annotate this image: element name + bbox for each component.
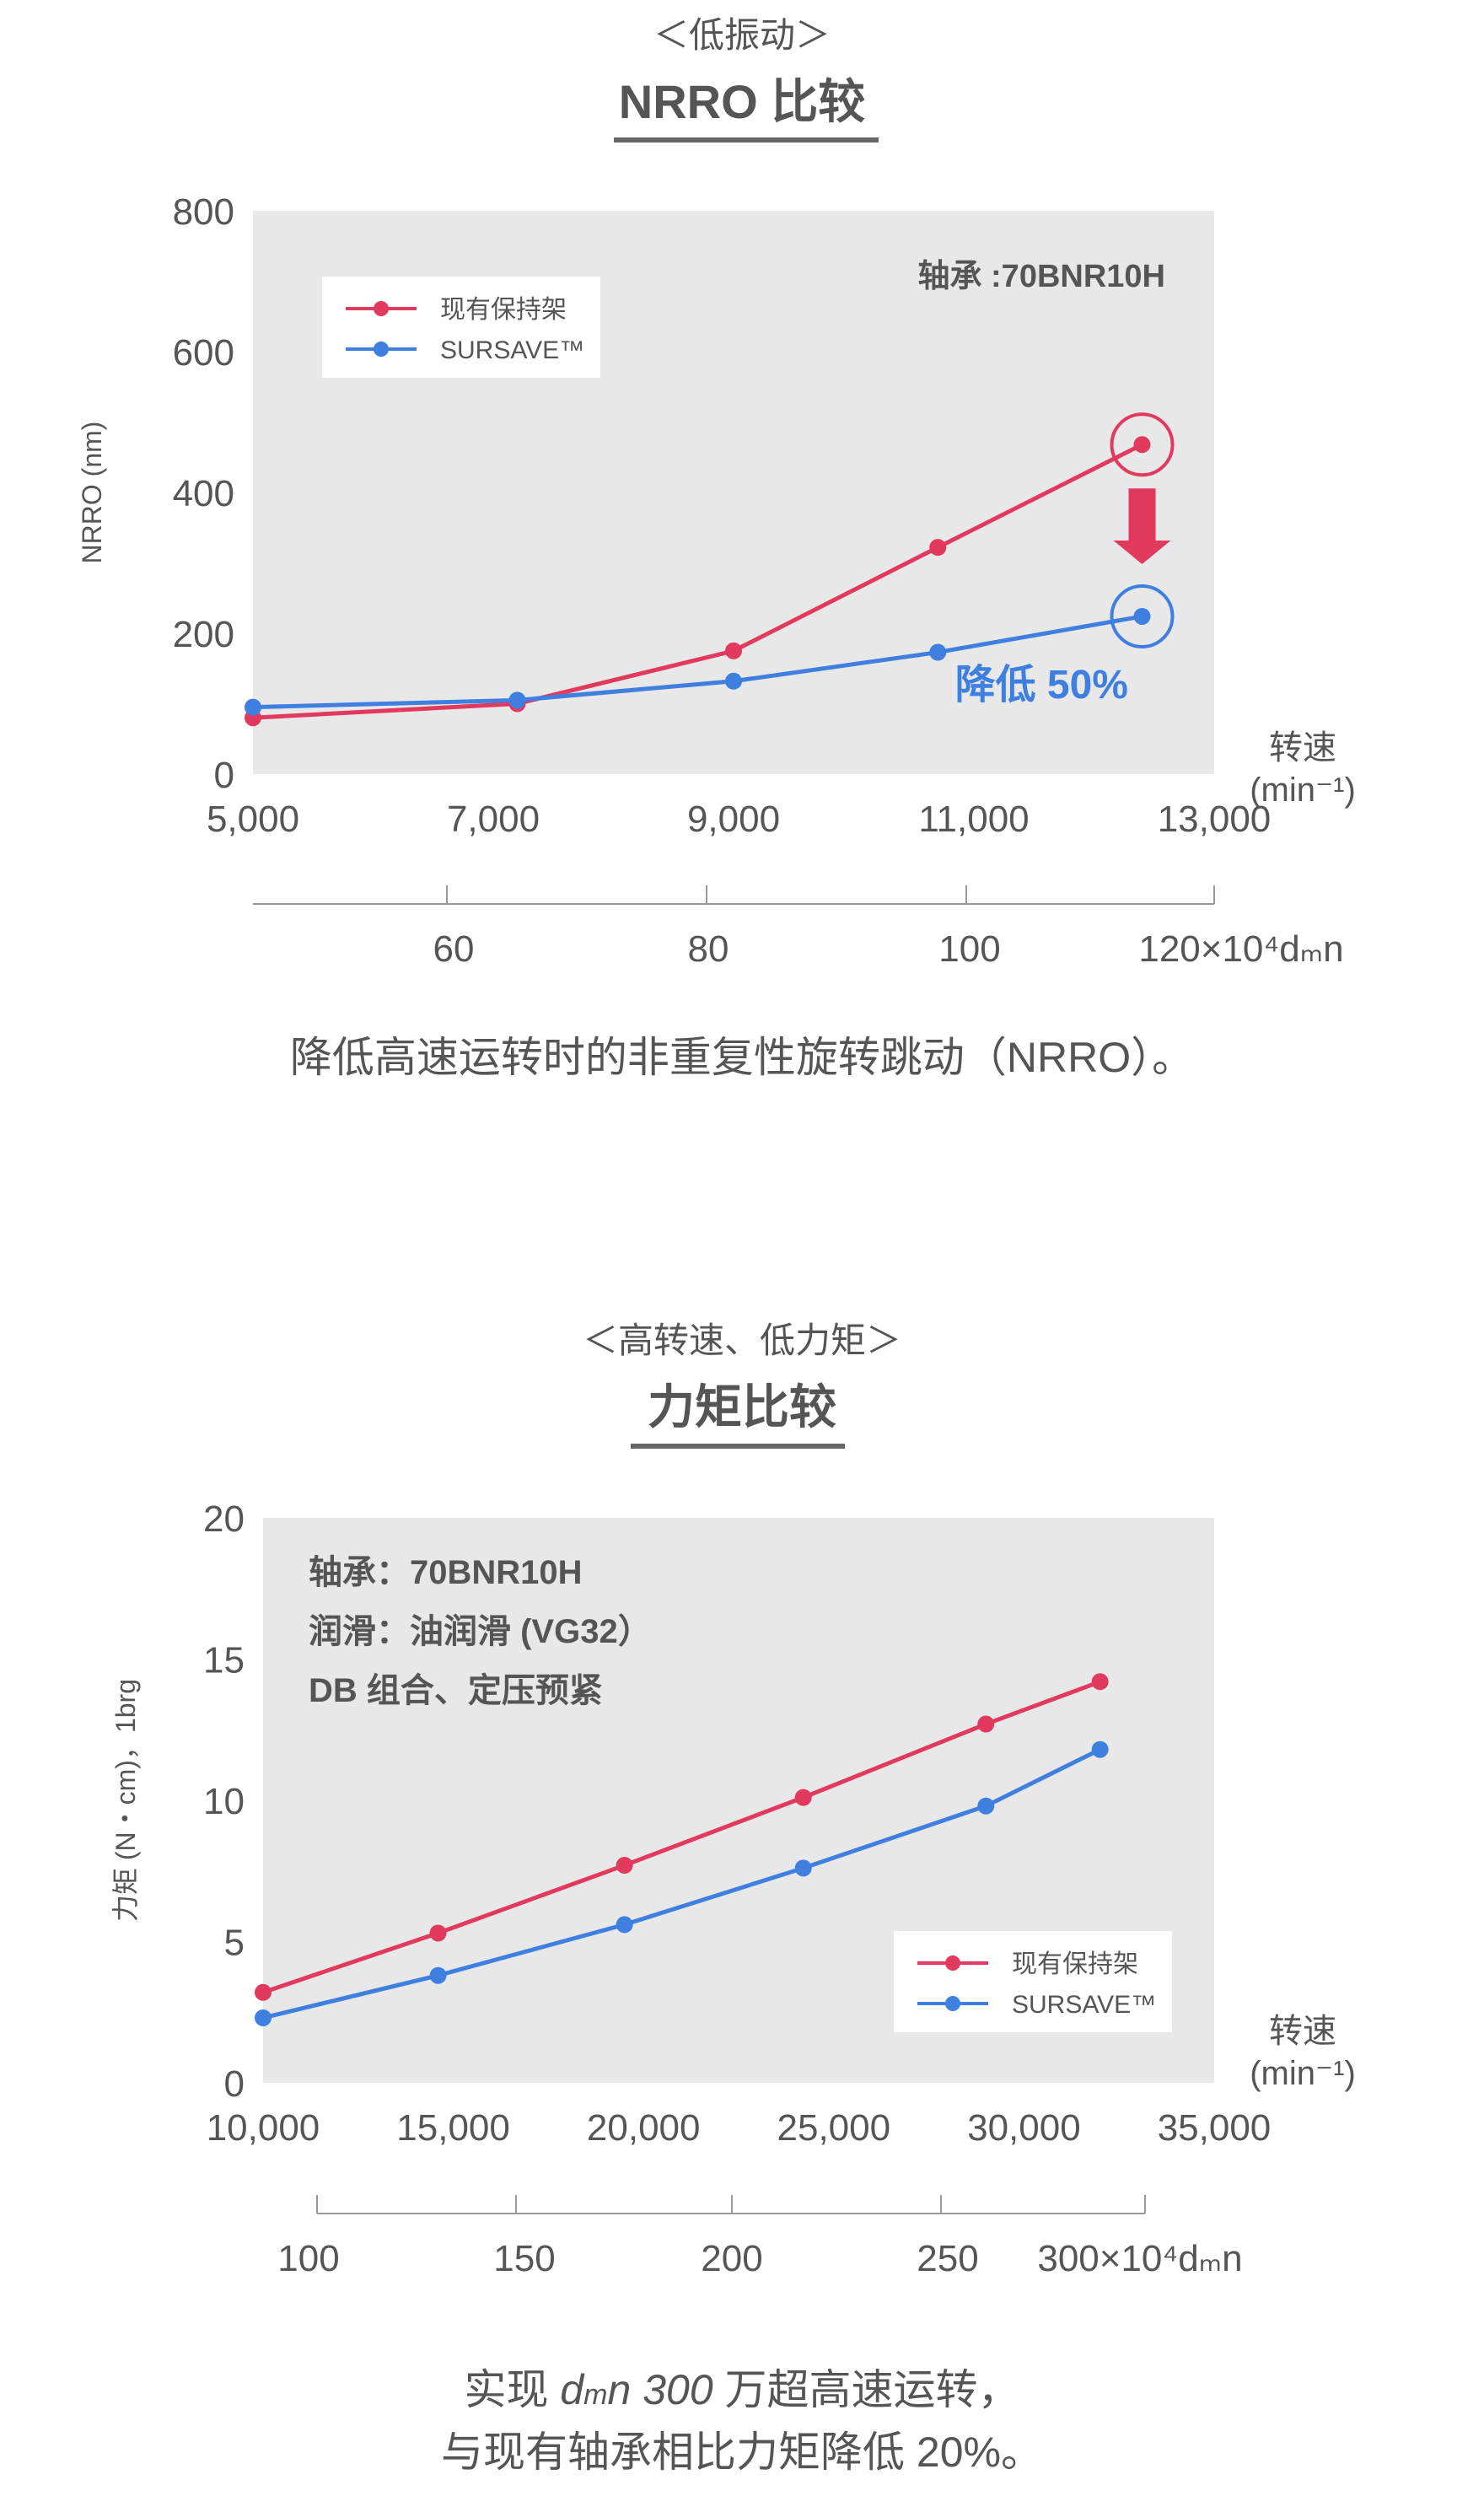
legend-label: SURSAVE™: [440, 336, 584, 364]
legend-swatch-marker: [374, 342, 389, 357]
reduction-label: 降低 50%: [955, 663, 1128, 707]
data-point-existing: [1133, 436, 1151, 454]
y-tick-label: 0: [214, 755, 234, 796]
x-tick-label: 35,000: [1158, 2107, 1272, 2149]
secondary-axis-tick-label: 150: [493, 2238, 555, 2279]
y-tick-label: 200: [173, 614, 234, 655]
y-axis-label: NRRO (nm): [77, 422, 107, 564]
bearing-annotation-line: DB 组合、定压预紧: [309, 1672, 603, 1709]
data-point-sursave: [508, 691, 526, 709]
section2-caption-line2: 与现有轴承相比力矩降低 20%。: [441, 2429, 1043, 2476]
data-point-sursave: [245, 698, 261, 716]
x-tick-label: 10,000: [207, 2107, 320, 2149]
section2-subtitle: ＜高转速、低力矩＞: [582, 1321, 901, 1360]
y-axis-label: 力矩 (N・cm)，1brg: [110, 1679, 141, 1922]
x-tick-label: 30,000: [967, 2107, 1081, 2149]
data-point-existing: [929, 539, 947, 557]
data-point-sursave: [429, 1966, 447, 1984]
data-point-sursave: [616, 1916, 633, 1934]
highlight-circle-existing: [1110, 412, 1175, 477]
data-point-existing: [616, 1857, 633, 1875]
series-line-sursave: [262, 1747, 1101, 2020]
data-point-existing: [977, 1715, 995, 1733]
section1-subtitle: ＜低振动＞: [653, 15, 831, 55]
x-axis-label: 转速: [1269, 729, 1336, 767]
x-tick-label: 7,000: [447, 799, 540, 840]
series-line-existing: [262, 1679, 1101, 1995]
legend-box: [322, 277, 600, 378]
section1-title: NRRO 比较: [618, 75, 866, 128]
y-tick-label: 400: [173, 473, 234, 514]
secondary-axis-tick-label: 100: [277, 2238, 339, 2279]
y-tick-label: 800: [173, 191, 234, 233]
secondary-axis-label: 300×10⁴dₘn: [1037, 2238, 1242, 2279]
legend-swatch-marker: [374, 301, 389, 316]
down-arrow-icon: [1113, 488, 1171, 564]
secondary-axis-tick-label: 80: [688, 928, 729, 970]
x-tick-label: 11,000: [918, 799, 1029, 840]
nrro-chart: 0 200 400 600 800 5,000 7,000 9,000 11,000 13,000…: [77, 191, 1356, 970]
data-point-sursave: [1091, 1740, 1109, 1758]
legend-swatch-marker: [945, 1996, 960, 2011]
x-tick-label: 5,000: [207, 799, 299, 840]
data-point-existing: [794, 1789, 812, 1806]
secondary-axis-tick-label: 200: [701, 2238, 762, 2279]
x-tick-label: 13,000: [1158, 799, 1272, 840]
x-tick-label: 20,000: [587, 2107, 701, 2149]
x-tick-label: 9,000: [687, 799, 780, 840]
caption-prefix: 实现: [464, 2366, 561, 2413]
x-axis-unit: (min⁻¹): [1250, 2055, 1356, 2092]
secondary-axis-tick-label: 60: [433, 928, 475, 970]
caption-m-sub: m: [583, 2379, 608, 2411]
highlight-circle-sursave: [1110, 584, 1175, 648]
x-axis-label: 转速: [1269, 2013, 1336, 2050]
torque-chart: 0 5 10 15 20 10,000 15,000 20,000 25,000 30,000 35…: [110, 1498, 1356, 2279]
section1-caption: 降低高速运转时的非重复性旋转跳动（NRRO）。: [289, 1034, 1195, 1081]
y-tick-label: 600: [173, 332, 234, 374]
legend-box: [894, 1931, 1172, 2032]
y-tick-label: 10: [203, 1781, 245, 1822]
data-point-sursave: [725, 672, 742, 690]
y-tick-label: 5: [224, 1923, 245, 1964]
secondary-axis-tick-label: 100: [938, 928, 1000, 970]
y-tick-label: 15: [203, 1640, 245, 1681]
section2-caption: 实现 dmn 300 万超高速运转， 与现有轴承相比力矩降低 20%。: [0, 2361, 1484, 2481]
legend-label: SURSAVE™: [1012, 1991, 1156, 2019]
caption-n-num: n 300: [607, 2366, 713, 2413]
section2-title: 力矩比较: [648, 1380, 836, 1434]
legend-label: 现有保持架: [440, 296, 567, 324]
x-tick-label: 15,000: [396, 2107, 510, 2149]
legend-swatch-marker: [945, 1955, 960, 1971]
data-point-existing: [1091, 1673, 1109, 1691]
section2-title-underline: [631, 1444, 845, 1449]
bearing-annotation-line: 润滑：油润滑 (VG32）: [309, 1613, 652, 1650]
legend-label: 现有保持架: [1012, 1950, 1138, 1978]
data-point-sursave: [977, 1797, 995, 1815]
secondary-axis-tick-label: 250: [917, 2238, 978, 2279]
caption-d: d: [560, 2366, 584, 2413]
bearing-annotation: 轴承 :70BNR10H: [917, 259, 1165, 294]
data-point-sursave: [255, 2009, 272, 2026]
x-axis-unit: (min⁻¹): [1250, 772, 1356, 809]
x-tick-label: 25,000: [777, 2107, 891, 2149]
data-point-sursave: [1133, 607, 1151, 625]
section2-caption-line1: 实现 dmn 300 万超高速运转，: [0, 2361, 1484, 2423]
bearing-annotation-line: 轴承：70BNR10H: [309, 1554, 583, 1591]
caption-suffix: 万超高速运转，: [712, 2366, 1020, 2413]
y-tick-label: 0: [224, 2063, 245, 2105]
data-point-sursave: [794, 1859, 812, 1877]
section1-title-underline: [614, 137, 879, 143]
y-tick-label: 20: [203, 1498, 245, 1540]
data-point-existing: [725, 642, 742, 659]
data-point-existing: [429, 1924, 447, 1942]
data-point-sursave: [929, 643, 947, 661]
secondary-axis-label: 120×10⁴dₘn: [1138, 928, 1343, 970]
data-point-existing: [255, 1983, 272, 2001]
